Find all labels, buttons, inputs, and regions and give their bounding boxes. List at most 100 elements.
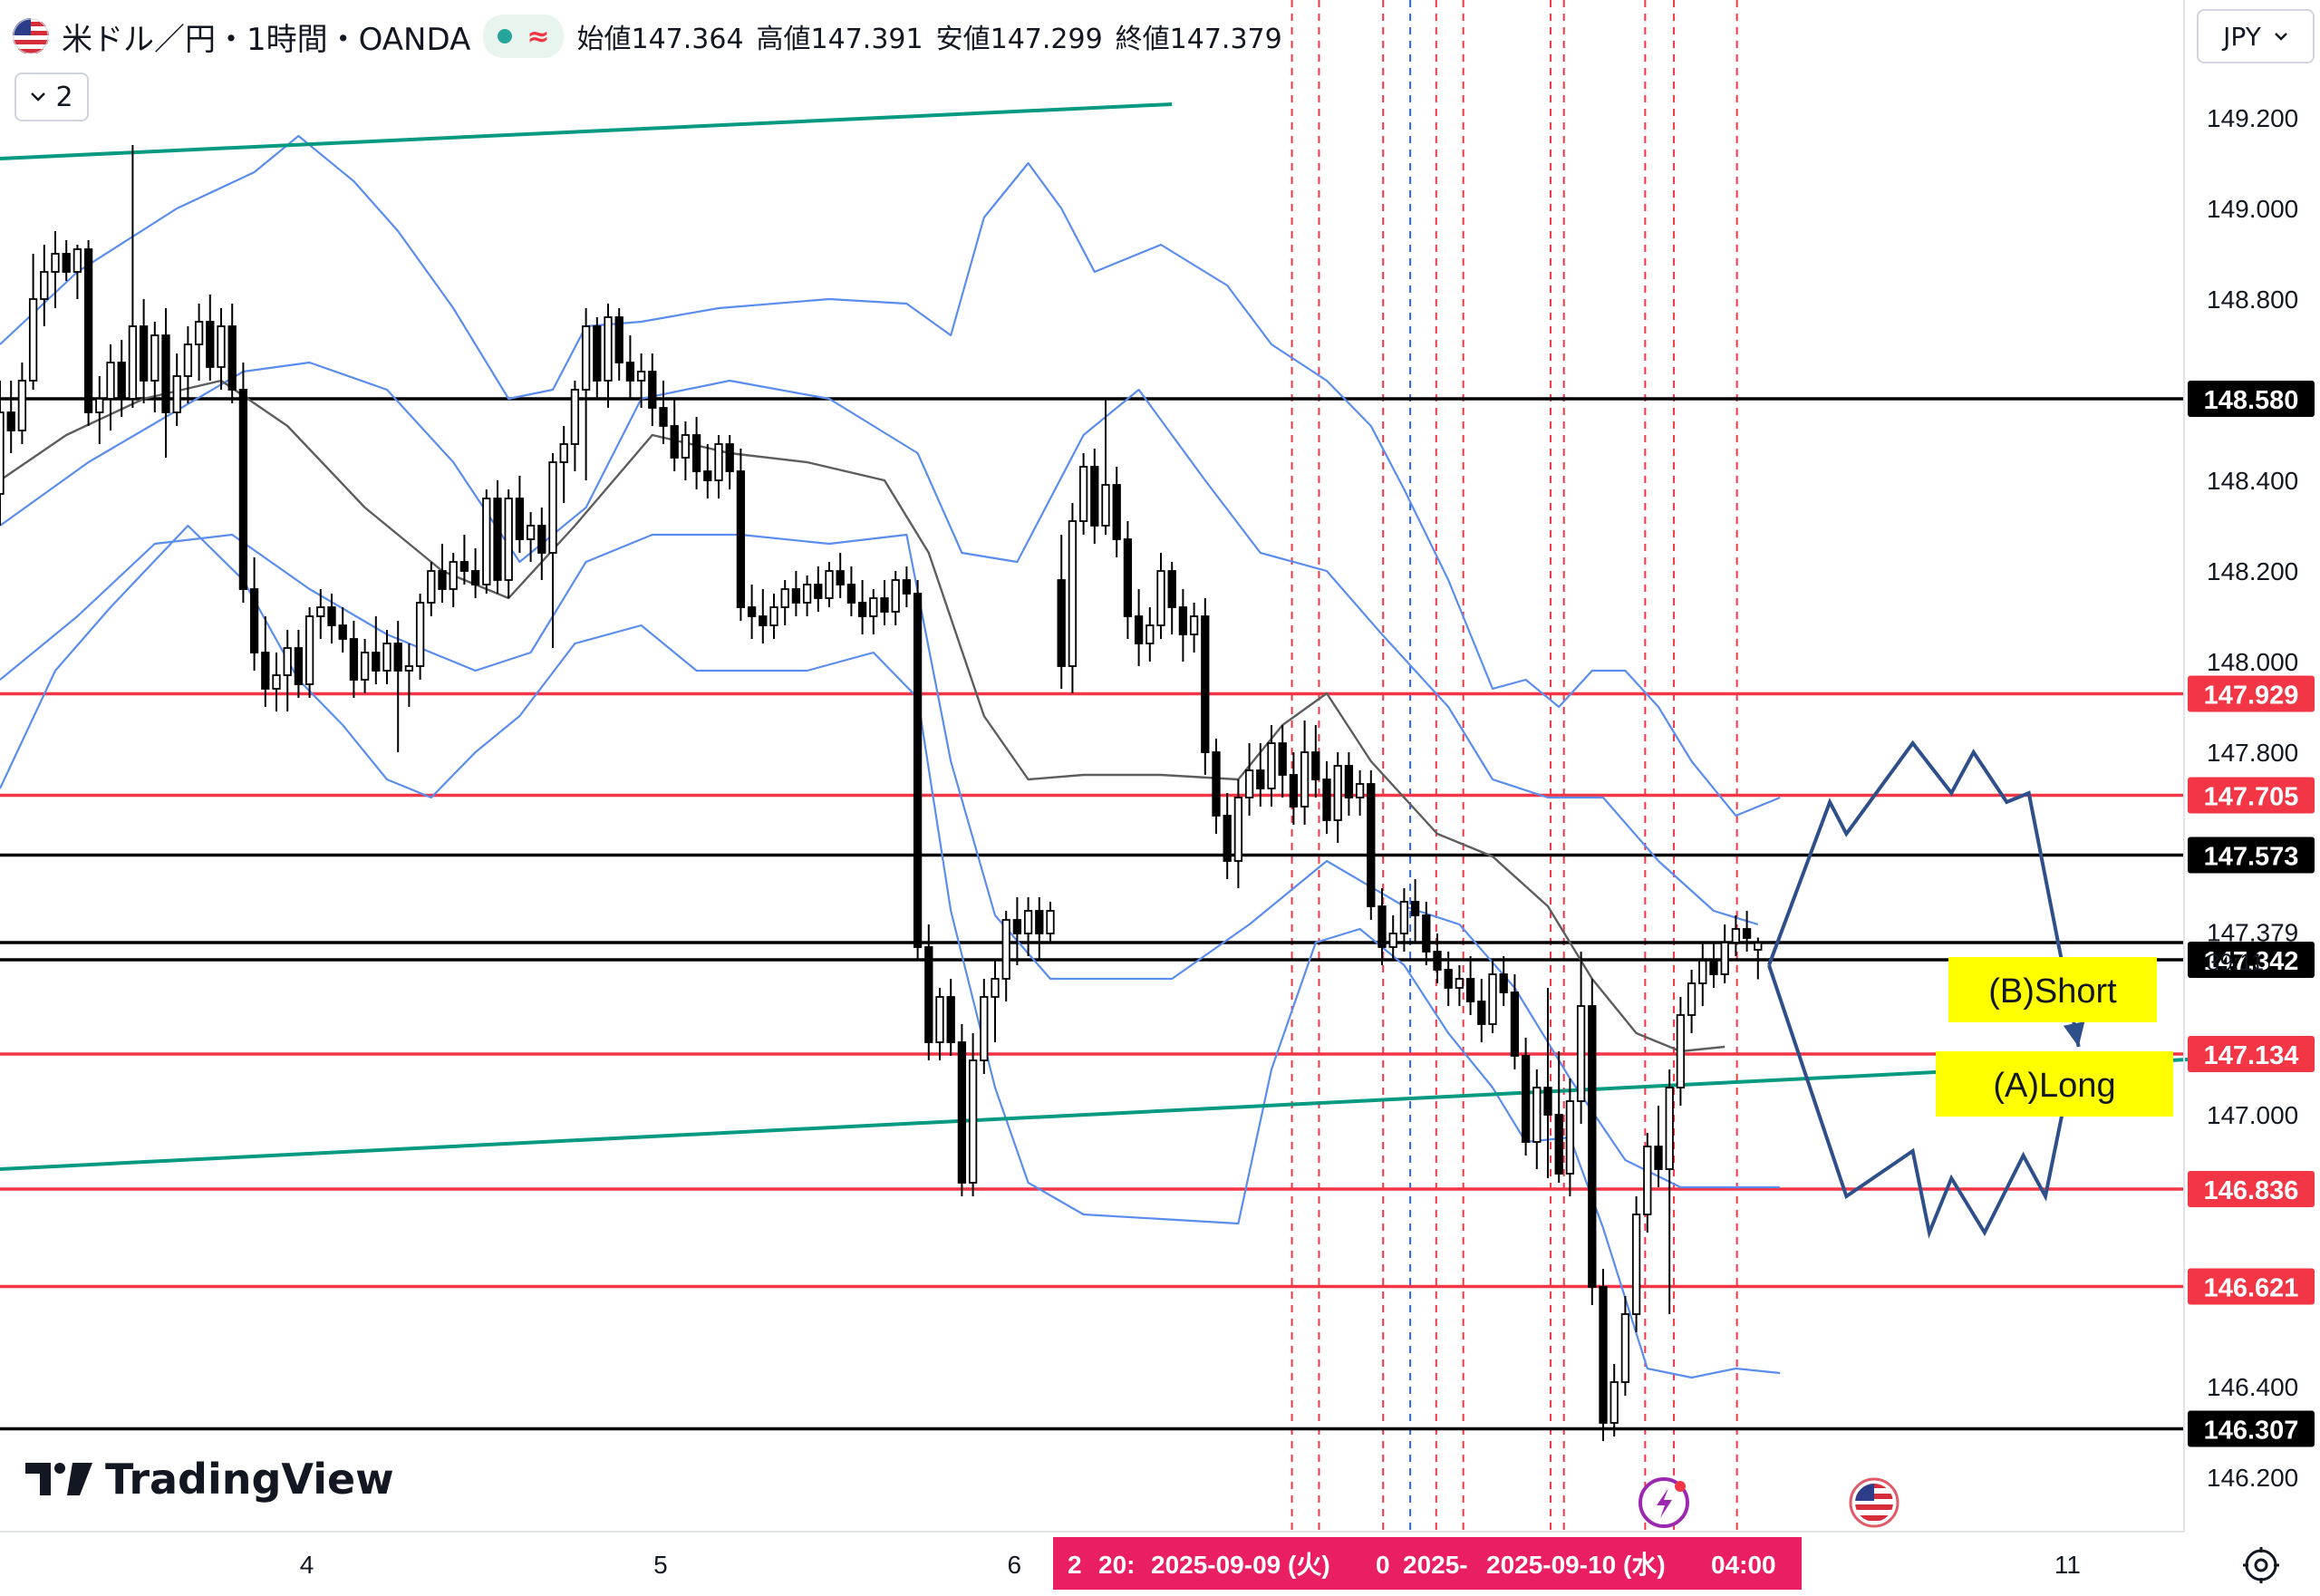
candle[interactable] (217, 308, 226, 390)
candle[interactable] (504, 489, 513, 598)
candle[interactable] (857, 580, 867, 634)
candle[interactable] (1322, 761, 1331, 834)
candle[interactable] (670, 399, 679, 471)
candle[interactable] (526, 512, 536, 562)
candle[interactable] (1554, 1051, 1563, 1183)
candle[interactable] (846, 566, 856, 616)
candle[interactable] (1233, 779, 1243, 888)
candle[interactable] (128, 145, 138, 408)
candle[interactable] (1444, 952, 1453, 1006)
candle[interactable] (1300, 721, 1310, 825)
candle[interactable] (1687, 970, 1696, 1033)
candle[interactable] (1344, 752, 1354, 816)
candle[interactable] (1631, 1196, 1641, 1332)
candle[interactable] (1123, 521, 1133, 639)
candle[interactable] (327, 594, 336, 643)
candle[interactable] (360, 639, 370, 693)
candle[interactable] (161, 308, 170, 458)
candle[interactable] (1012, 897, 1022, 965)
candle[interactable] (172, 353, 181, 426)
annotation-long-label-box[interactable] (1936, 1051, 2173, 1117)
candle[interactable] (1599, 1269, 1608, 1441)
candle[interactable] (1576, 952, 1586, 1124)
candle[interactable] (747, 585, 757, 639)
market-status-icon[interactable]: ≈ (483, 15, 565, 58)
candle[interactable] (1134, 589, 1144, 666)
candle[interactable] (636, 353, 646, 408)
indicators-collapse-button[interactable]: 2 (14, 73, 89, 121)
candle[interactable] (1212, 739, 1221, 834)
candle[interactable] (1046, 902, 1055, 943)
candle[interactable] (1244, 743, 1254, 816)
candle[interactable] (537, 508, 546, 580)
candle[interactable] (261, 616, 270, 707)
candle[interactable] (593, 317, 602, 399)
candle[interactable] (991, 961, 1000, 1042)
trendline[interactable] (0, 102, 1173, 160)
price-level-tag[interactable] (2188, 1171, 2315, 1207)
candle[interactable] (1167, 562, 1176, 634)
candle[interactable] (1521, 1038, 1531, 1156)
candle[interactable] (1565, 1079, 1575, 1196)
scenario-long-path[interactable] (1767, 964, 2075, 1239)
price-level-tag[interactable] (2188, 942, 2315, 978)
candle[interactable] (1311, 725, 1320, 798)
candle[interactable] (604, 304, 613, 408)
candle[interactable] (625, 335, 635, 399)
candle[interactable] (836, 553, 845, 598)
candle[interactable] (648, 353, 657, 426)
price-level-tag[interactable] (2188, 1268, 2315, 1305)
candle[interactable] (1665, 1069, 1674, 1314)
candle[interactable] (769, 594, 778, 639)
candle[interactable] (1742, 911, 1752, 952)
candle[interactable] (1068, 503, 1078, 693)
candle[interactable] (1090, 449, 1099, 544)
candle[interactable] (515, 476, 525, 553)
candle[interactable] (659, 381, 668, 444)
candle[interactable] (1078, 453, 1088, 535)
price-level-tag[interactable] (2188, 837, 2315, 874)
currency-select[interactable]: JPY (2197, 9, 2315, 63)
candle[interactable] (1146, 607, 1155, 662)
gear-icon[interactable] (2238, 1543, 2284, 1588)
candle[interactable] (1256, 743, 1265, 807)
candle[interactable] (470, 548, 480, 598)
candle[interactable] (1433, 933, 1442, 983)
candle[interactable] (780, 580, 789, 625)
candle[interactable] (1057, 535, 1066, 689)
candle[interactable] (304, 607, 314, 698)
candle[interactable] (249, 557, 259, 671)
candle[interactable] (349, 621, 359, 698)
candle[interactable] (382, 630, 392, 684)
candle[interactable] (681, 421, 691, 480)
candle[interactable] (1355, 770, 1365, 816)
price-level-tag[interactable] (2188, 381, 2315, 417)
candle[interactable] (294, 630, 304, 698)
candle[interactable] (1720, 924, 1729, 983)
candle[interactable] (95, 376, 104, 444)
candle[interactable] (1267, 725, 1276, 807)
scenario-short-path[interactable] (1767, 740, 2081, 1048)
candle[interactable] (1588, 979, 1597, 1305)
candle[interactable] (802, 576, 812, 616)
candle[interactable] (1399, 888, 1409, 952)
candle[interactable] (1410, 879, 1420, 943)
candle[interactable] (493, 480, 502, 594)
candle[interactable] (1731, 915, 1741, 956)
price-level-tag[interactable] (2188, 675, 2315, 712)
candle[interactable] (1112, 467, 1121, 557)
candle[interactable] (117, 340, 126, 417)
candle[interactable] (1510, 974, 1520, 1069)
candle[interactable] (1754, 937, 1763, 980)
candle[interactable] (459, 535, 469, 585)
candle[interactable] (891, 571, 900, 625)
candle[interactable] (106, 344, 115, 430)
candle[interactable] (814, 566, 823, 612)
candle[interactable] (869, 589, 878, 634)
symbol-title[interactable]: 米ドル／円・1時間・OANDA (62, 21, 471, 58)
candle[interactable] (725, 435, 734, 489)
candle[interactable] (1178, 589, 1188, 662)
candle[interactable] (238, 363, 248, 603)
candle[interactable] (1223, 793, 1232, 879)
price-level-tag[interactable] (2188, 777, 2315, 814)
